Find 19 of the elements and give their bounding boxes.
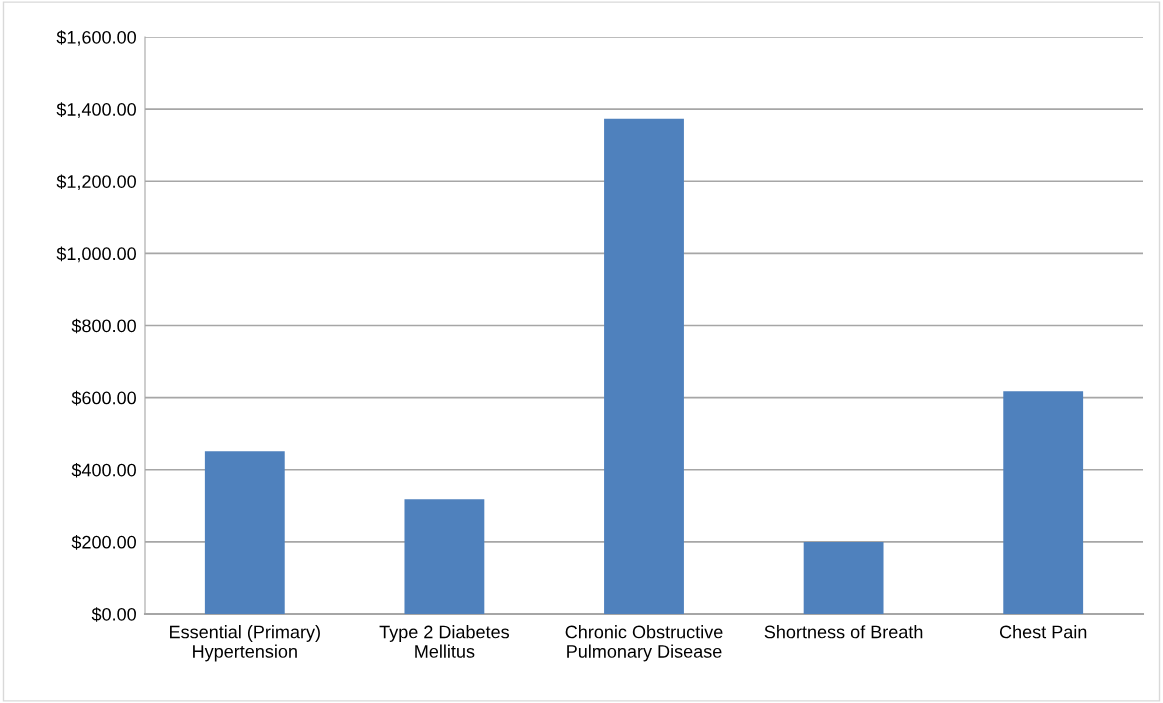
bar	[1003, 391, 1084, 614]
y-tick-label: $1,000.00	[56, 246, 136, 263]
x-tick-label: Chest Pain	[999, 625, 1087, 639]
y-tick-label: $0.00	[91, 607, 136, 622]
bar	[604, 118, 684, 614]
x-tick-label: Shortness of Breath	[764, 625, 923, 639]
y-tick-label: $800.00	[71, 318, 136, 334]
y-tick-label: $1,400.00	[56, 102, 136, 118]
y-tick-label: $1,600.00	[56, 30, 136, 46]
y-tick-label: $200.00	[71, 535, 136, 550]
bar	[404, 499, 485, 614]
y-tick-label: $1,200.00	[56, 174, 136, 191]
y-tick-label: $600.00	[71, 390, 136, 406]
bar	[204, 451, 285, 614]
y-tick-label: $400.00	[71, 462, 136, 478]
x-tick-label: Type 2 Diabetes Mellitus	[379, 625, 509, 658]
x-tick-label: Chronic Obstructive Pulmonary Disease	[565, 625, 723, 662]
bar	[803, 541, 884, 614]
x-tick-label: Essential (Primary) Hypertension	[170, 625, 320, 662]
